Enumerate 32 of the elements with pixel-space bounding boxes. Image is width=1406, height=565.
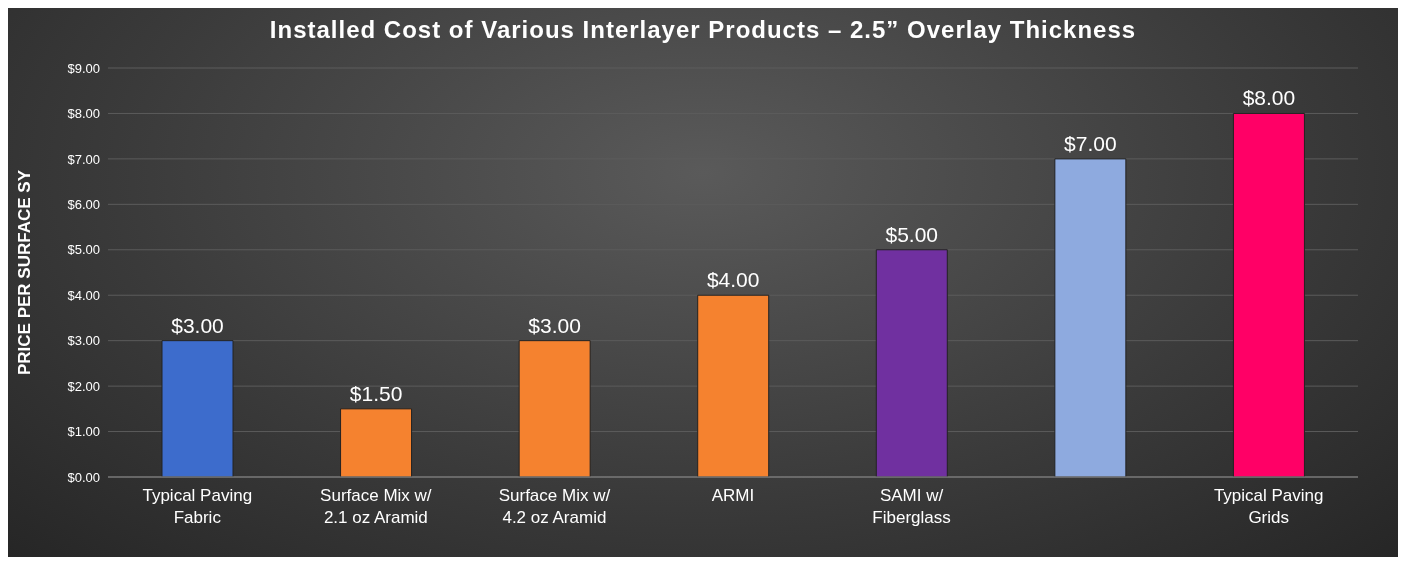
x-tick-label: Typical Paving Grids: [1213, 486, 1324, 527]
bar: [340, 408, 413, 477]
y-tick-label: $0.00: [67, 469, 100, 485]
bar: [875, 249, 948, 477]
y-tick-label: $4.00: [67, 287, 100, 303]
chart-title: Installed Cost of Various Interlayer Products – 2.5” Overlay Thickness: [268, 16, 1138, 44]
bar: [1054, 158, 1127, 477]
y-tick-label: $6.00: [67, 196, 100, 212]
bar: [161, 340, 234, 477]
y-tick-label: $8.00: [67, 106, 100, 122]
data-label: $3.00: [171, 313, 224, 337]
y-tick-label: $1.00: [67, 424, 100, 440]
x-tick-label: ARMI: [711, 486, 755, 505]
y-tick-label: $2.00: [67, 378, 100, 394]
data-label: $5.00: [885, 222, 939, 246]
data-label: $1.50: [349, 381, 403, 405]
y-tick-label: $3.00: [67, 333, 100, 349]
bar: [1232, 112, 1305, 477]
y-tick-label: $9.00: [67, 60, 100, 76]
bar: [518, 340, 591, 477]
x-tick-label: Typical Paving Fabric: [142, 486, 253, 527]
bar: [697, 294, 770, 477]
y-tick-label: $5.00: [67, 242, 100, 258]
data-label: $4.00: [706, 268, 760, 292]
y-axis-title: PRICE PER SURFACE SY: [15, 169, 35, 375]
data-label: $7.00: [1064, 131, 1117, 155]
data-label: $8.00: [1242, 86, 1296, 110]
x-tick-label: Surface Mix w/ 4.2 oz Aramid: [498, 486, 611, 527]
y-tick-label: $7.00: [67, 151, 100, 167]
x-tick-label: Surface Mix w/ 2.1 oz Aramid: [320, 486, 432, 527]
data-label: $3.00: [528, 313, 581, 337]
x-tick-label: SAMI w/ Fiberglass: [872, 486, 951, 527]
